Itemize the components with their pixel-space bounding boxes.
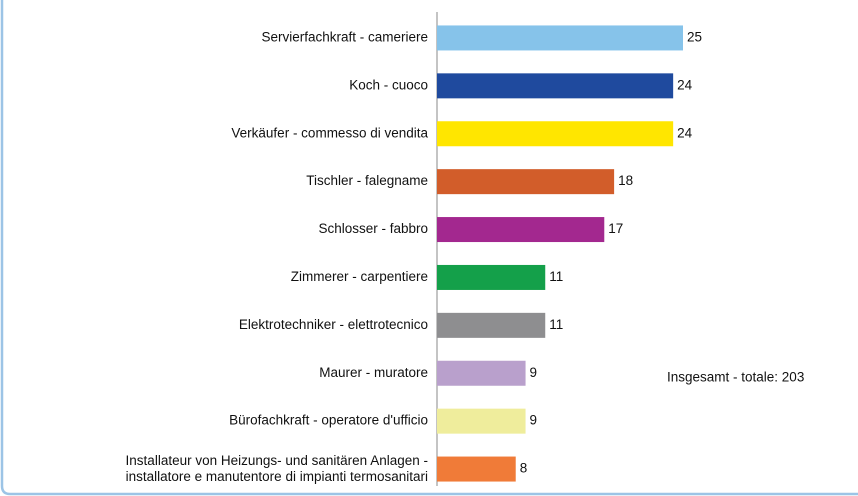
value-label: 9 xyxy=(530,365,538,380)
bar xyxy=(437,121,674,147)
category-label: Tischler - falegname xyxy=(306,173,428,188)
category-label: Maurer - muratore xyxy=(319,365,428,380)
value-label: 11 xyxy=(549,269,563,284)
value-label: 24 xyxy=(677,77,693,92)
value-label: 24 xyxy=(677,125,693,140)
annotation: Insgesamt - totale: 203 xyxy=(667,370,804,385)
value-label: 9 xyxy=(530,413,538,428)
category-label: Zimmerer - carpentiere xyxy=(291,269,428,284)
category-label: Installateur von Heizungs- und sanitären… xyxy=(126,453,428,484)
value-label: 17 xyxy=(608,221,623,236)
bar xyxy=(437,217,605,243)
value-label: 25 xyxy=(687,30,702,45)
category-label: Bürofachkraft - operatore d'ufficio xyxy=(229,413,428,428)
value-label: 18 xyxy=(618,173,633,188)
value-label: 11 xyxy=(549,317,563,332)
category-label: Schlosser - fabbro xyxy=(318,221,428,236)
bar xyxy=(437,169,615,195)
category-label: Verkäufer - commesso di vendita xyxy=(231,125,428,140)
bar xyxy=(437,360,526,386)
bar xyxy=(437,25,683,51)
bar xyxy=(437,264,546,290)
bar xyxy=(437,456,516,482)
bar xyxy=(437,312,546,338)
category-label: Koch - cuoco xyxy=(349,77,428,92)
bar xyxy=(437,408,526,434)
bar xyxy=(437,73,674,99)
category-label: Servierfachkraft - cameriere xyxy=(261,30,428,45)
category-label: Elektrotechniker - elettrotecnico xyxy=(239,317,428,332)
value-label: 8 xyxy=(520,461,528,476)
